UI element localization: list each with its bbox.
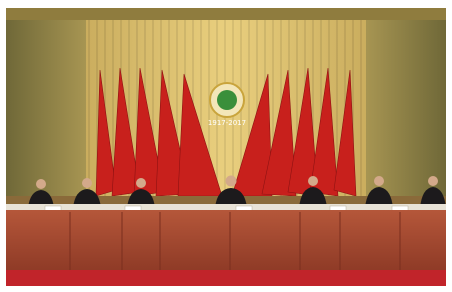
emblem: 1917-2017: [208, 83, 246, 127]
emblem-years: 1917-2017: [208, 119, 246, 127]
emblem-core: [217, 90, 237, 110]
scene: 1917-2017: [6, 8, 446, 286]
left-curtain: [6, 8, 86, 208]
photo: 1917-2017: [0, 0, 452, 292]
desk-top: [6, 204, 446, 210]
page: 1917-2017 (() => { const data = JSON.par…: [0, 0, 452, 292]
carpet: [6, 270, 446, 286]
valance: [6, 8, 446, 20]
desk-front: [6, 210, 446, 272]
